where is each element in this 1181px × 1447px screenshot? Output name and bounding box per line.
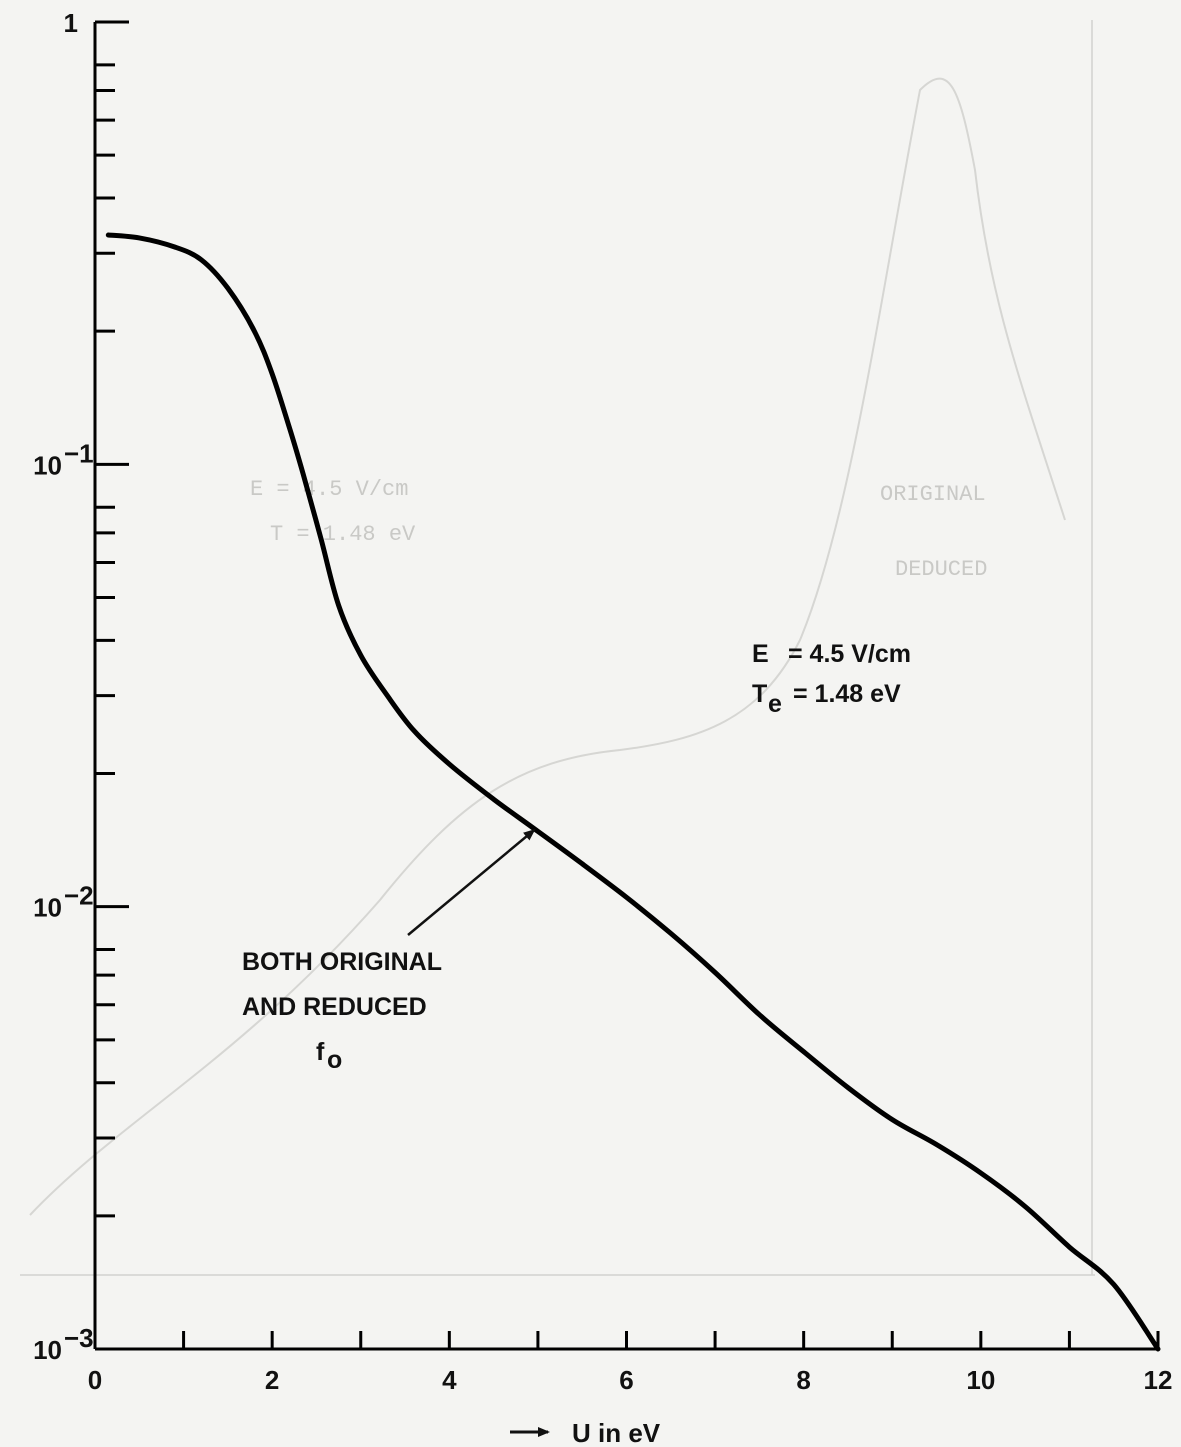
- y-tick-exponent: −1: [64, 438, 94, 468]
- y-tick-exponent: −3: [64, 1323, 94, 1353]
- note-line-1: BOTH ORIGINAL: [242, 948, 442, 976]
- x-tick-label: 12: [1144, 1365, 1173, 1395]
- x-tick-label: 2: [265, 1365, 279, 1395]
- x-ticks: 0 2 4 6 8 10 12: [88, 1331, 1173, 1395]
- param-e-value: = 4.5 V/cm: [788, 640, 911, 668]
- x-tick-label: 4: [442, 1365, 457, 1395]
- param-e-label: E: [752, 640, 769, 668]
- series-line: [105, 232, 1161, 1352]
- curve-note: BOTH ORIGINAL AND REDUCED f o: [242, 828, 536, 1074]
- svg-text:ORIGINAL: ORIGINAL: [880, 482, 986, 507]
- x-tick-label: 8: [796, 1365, 810, 1395]
- svg-text:T = 1.48 eV: T = 1.48 eV: [270, 522, 416, 547]
- note-line-3-subscript: o: [327, 1046, 342, 1074]
- y-tick-label: 10: [33, 450, 62, 480]
- note-line-2: AND REDUCED: [242, 993, 427, 1021]
- y-ticks: 110−110−210−3: [33, 8, 129, 1365]
- x-tick-label: 6: [619, 1365, 633, 1395]
- x-tick-label: 10: [966, 1365, 995, 1395]
- x-axis-title: U in eV: [510, 1418, 661, 1447]
- y-tick-exponent: −2: [64, 881, 94, 911]
- note-line-3: f: [316, 1038, 325, 1066]
- svg-text:E = 4.5 V/cm: E = 4.5 V/cm: [250, 477, 408, 502]
- svg-text:DEDUCED: DEDUCED: [895, 557, 987, 582]
- param-te-label: T: [752, 680, 767, 708]
- param-te-subscript: e: [768, 690, 782, 718]
- parameters-annotation: E = 4.5 V/cm T e = 1.48 eV: [752, 640, 911, 718]
- y-tick-label: 10: [33, 1335, 62, 1365]
- axes: [93, 22, 1158, 1351]
- y-tick-label: 1: [64, 8, 78, 38]
- x-axis-label: U in eV: [572, 1418, 661, 1447]
- y-tick-label: 10: [33, 893, 62, 923]
- x-tick-label: 0: [88, 1365, 102, 1395]
- param-te-value: = 1.48 eV: [793, 680, 901, 708]
- note-arrow-icon: [407, 828, 536, 936]
- bleed-through-background: ORIGINAL DEDUCED E = 4.5 V/cm T = 1.48 e…: [20, 20, 1095, 1276]
